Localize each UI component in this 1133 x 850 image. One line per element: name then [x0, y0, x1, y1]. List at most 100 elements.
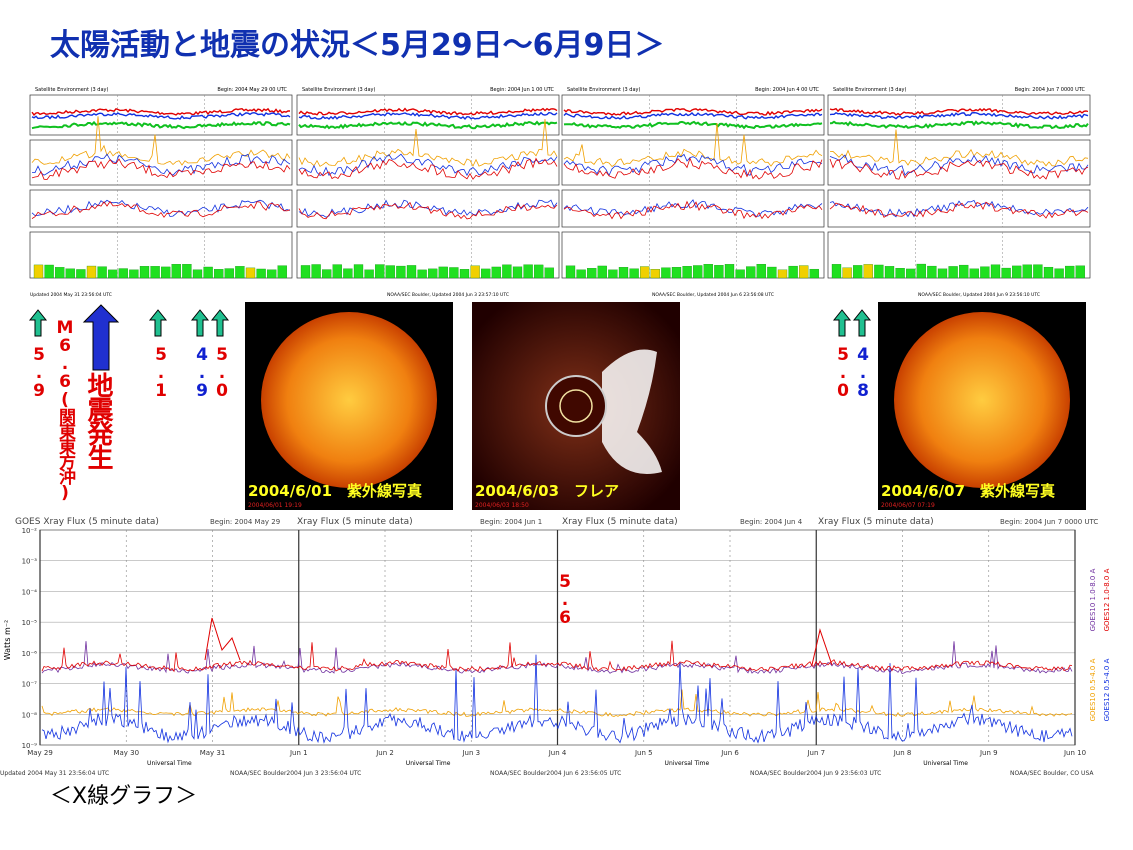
env-trace [829, 154, 1089, 177]
env-trace [563, 200, 823, 220]
kp-bar [256, 268, 266, 279]
kp-bar [682, 266, 692, 279]
env-trace [563, 199, 823, 217]
kp-bar [693, 265, 703, 279]
sun-disk [261, 312, 437, 488]
xray-xtick: Jun 2 [375, 749, 394, 757]
kp-bar [650, 269, 660, 279]
kp-bar [171, 264, 181, 279]
kp-bar [661, 267, 671, 279]
xray-ytick: 10⁻⁸ [22, 711, 38, 719]
env-trace [32, 153, 291, 176]
kp-bar [139, 266, 150, 279]
env-trace [829, 158, 1089, 180]
kp-bar [332, 264, 342, 279]
sun-disk [894, 312, 1070, 488]
env-trace [298, 201, 558, 220]
kp-bar [724, 264, 735, 279]
kp-bar [927, 265, 937, 279]
xray-xtick: Jun 9 [979, 749, 998, 757]
xray-panel-begin: Begin: 2004 May 29 [210, 518, 280, 526]
kp-bar [618, 267, 629, 279]
up-arrow [28, 309, 48, 337]
kp-bar [640, 266, 650, 279]
xray-footer: NOAA/SEC Boulder, CO USA [1010, 770, 1094, 777]
kp-bar [1012, 265, 1022, 279]
env-plot-frame [29, 189, 293, 228]
kp-bar [916, 263, 926, 279]
kp-bar [565, 265, 576, 279]
kp-bar [322, 269, 332, 279]
up-arrow [148, 309, 168, 337]
xray-xtick: Jun 7 [806, 749, 825, 757]
kp-bar [224, 268, 234, 279]
xray-legend: GOES10 1.0-8.0 A [1089, 568, 1097, 631]
kp-bar [277, 265, 287, 279]
xray-xlabel: Universal Time [147, 760, 192, 767]
xray-xlabel: Universal Time [665, 760, 710, 767]
xray-trace [41, 641, 1073, 674]
kp-bar [129, 269, 139, 279]
env-footer: NOAA/SEC Boulder, Updated 2004 Jun 9 23:… [918, 292, 1040, 298]
vertical-label: 5.9 [29, 345, 49, 399]
kp-bar [97, 266, 107, 279]
photo-stamp: 2004/06/01 19:19 [248, 502, 302, 509]
up-arrow [190, 309, 210, 337]
kp-bar [799, 265, 809, 279]
xray-xtick: Jun 1 [289, 749, 308, 757]
kp-bar [895, 268, 905, 279]
kp-bar [1054, 268, 1064, 279]
kp-bar [959, 264, 969, 279]
env-trace [563, 120, 823, 130]
kp-bar [108, 269, 118, 279]
vertical-label: 4.9 [192, 345, 212, 399]
env-trace [298, 120, 558, 130]
vertical-label: 5.6 [555, 572, 575, 626]
xray-ytick: 10⁻⁵ [22, 619, 38, 627]
kp-bar [937, 268, 948, 279]
kp-bar [502, 264, 512, 279]
kp-bar [1065, 265, 1075, 279]
kp-bar [671, 267, 682, 279]
env-trace [563, 153, 823, 177]
kp-bar [470, 265, 480, 279]
env-plot-frame [827, 189, 1091, 228]
title: 太陽活動と地震の状況＜5月29日～6月9日＞ [50, 28, 664, 63]
xray-panel-begin: Begin: 2004 Jun 7 0000 UTC [1000, 518, 1098, 526]
kp-bar [767, 266, 777, 279]
kp-bar [343, 268, 353, 279]
xray-xtick: Jun 6 [720, 749, 739, 757]
kp-bar [353, 264, 364, 279]
env-trace [298, 199, 558, 218]
env-trace [298, 107, 558, 116]
xray-legend: GOES12 1.0-8.0 A [1103, 568, 1111, 631]
xray-panel-title: Xray Flux (5 minute data) [297, 517, 413, 527]
env-footer: NOAA/SEC Boulder, Updated 2004 Jun 3 23:… [387, 292, 509, 298]
kp-bar [884, 266, 895, 279]
xray-trace [41, 640, 1073, 673]
env-plot-frame [29, 94, 293, 136]
kp-bar [118, 268, 128, 279]
kp-bar [1033, 264, 1043, 279]
env-trace [31, 116, 291, 166]
kp-bar [55, 267, 65, 279]
kp-bar [788, 265, 798, 279]
kp-bar [481, 268, 491, 279]
env-footer: NOAA/SEC Boulder, Updated 2004 Jun 6 23:… [652, 292, 774, 298]
xray-ytick: 10⁻⁷ [22, 681, 38, 689]
xray-ytick: 10⁻⁴ [22, 588, 38, 596]
kp-bar [523, 264, 533, 279]
xray-xlabel: Universal Time [406, 760, 451, 767]
env-trace [298, 157, 558, 180]
kp-bar [1075, 265, 1085, 279]
env-trace [563, 157, 823, 180]
env-trace [31, 158, 291, 181]
kp-bar [428, 268, 438, 279]
big-arrow [82, 304, 120, 371]
kp-bar [906, 268, 916, 279]
kp-bar [86, 265, 97, 279]
cme-burst [602, 349, 662, 474]
vertical-label: 地震発生 [83, 372, 113, 468]
